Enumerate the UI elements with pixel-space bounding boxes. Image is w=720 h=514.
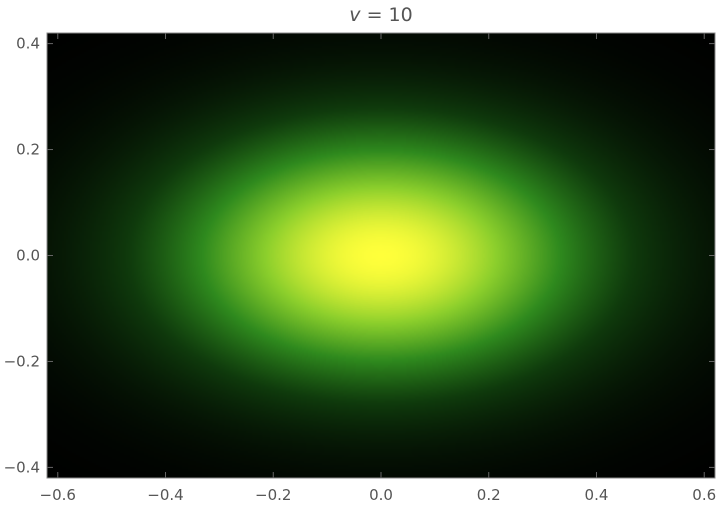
x-axis: −0.6 −0.4 −0.2 0.0 0.2 0.4 0.6: [40, 33, 716, 504]
x-tick-label: −0.2: [255, 486, 291, 504]
chart-title: v = 10: [349, 4, 412, 26]
x-tick-label: −0.6: [40, 486, 76, 504]
title-symbol: v: [349, 4, 361, 26]
x-tick-label: 0.4: [585, 486, 609, 504]
y-axis: −0.4 −0.2 0.0 0.2 0.4: [4, 35, 715, 476]
x-tick-label: 0.6: [692, 486, 716, 504]
y-tick-label: −0.2: [4, 352, 40, 370]
plot-area: [47, 33, 715, 478]
y-tick-label: 0.4: [16, 35, 40, 53]
title-rest: = 10: [361, 4, 413, 26]
x-tick-label: 0.0: [369, 486, 393, 504]
y-tick-label: −0.4: [4, 458, 40, 476]
y-tick-label: 0.2: [16, 141, 40, 159]
x-tick-label: 0.2: [477, 486, 501, 504]
y-tick-label: 0.0: [16, 247, 40, 265]
density-heatmap: [47, 33, 715, 478]
x-tick-label: −0.4: [147, 486, 183, 504]
